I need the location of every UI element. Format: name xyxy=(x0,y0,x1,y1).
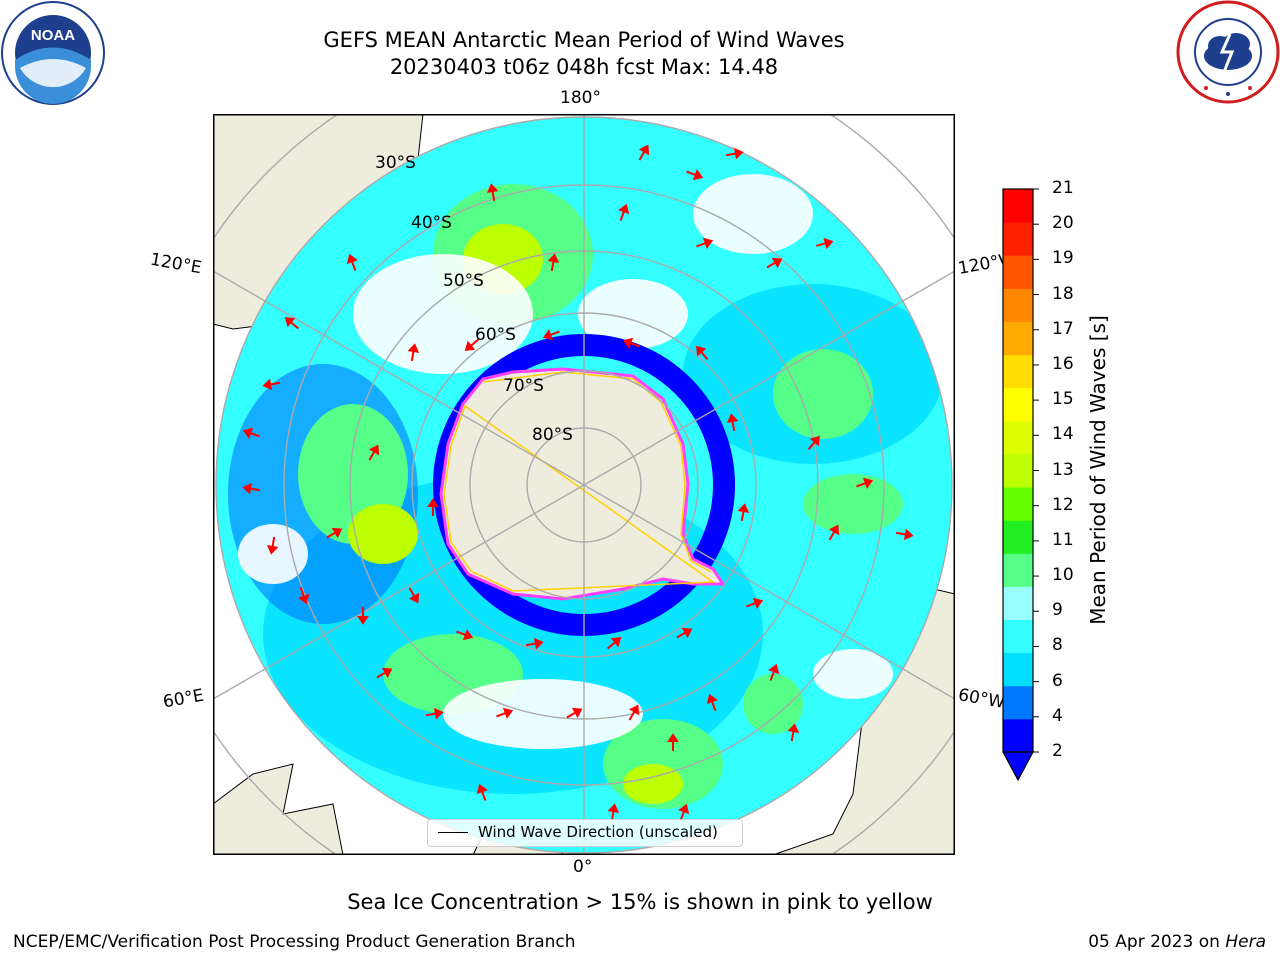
colorbar-tick-label: 14 xyxy=(1052,424,1074,445)
colorbar-tick-label: 11 xyxy=(1052,529,1074,550)
polar-map: 30°S 40°S 50°S 60°S 70°S 80°S xyxy=(213,114,955,855)
colorbar-tick-label: 18 xyxy=(1052,283,1074,304)
wind-wave-arrows xyxy=(242,144,914,822)
lon-label-60e: 60°E xyxy=(161,685,206,713)
noaa-logo-text: NOAA xyxy=(31,27,75,44)
colorbar-band xyxy=(1003,189,1033,223)
colorbar-band xyxy=(1003,453,1033,488)
date-stamp: 05 Apr 2023 on Hera xyxy=(1088,932,1266,952)
colorbar-tick-label: 12 xyxy=(1052,494,1074,515)
sea-ice-edge xyxy=(443,371,716,592)
date-text: 05 Apr 2023 on xyxy=(1088,932,1220,952)
colorbar-band xyxy=(1003,619,1033,654)
colorbar-band xyxy=(1003,586,1033,621)
colorbar-bands xyxy=(1003,189,1033,753)
colorbar-tick-label: 20 xyxy=(1052,213,1074,234)
chart-subtitle: 20230403 t06z 048h fcst Max: 14.48 xyxy=(389,55,779,79)
machine-name: Hera xyxy=(1225,932,1266,952)
lat-label-60s: 60°S xyxy=(475,325,516,345)
noaa-logo: NOAA xyxy=(1,1,105,105)
colorbar-tick-marks xyxy=(1033,188,1039,753)
lat-label-40s: 40°S xyxy=(411,213,452,233)
colorbar-tick-label: 17 xyxy=(1052,318,1074,339)
lon-label-180: 180° xyxy=(560,88,601,108)
colorbar-band xyxy=(1003,685,1033,720)
colorbar-tick-label: 21 xyxy=(1052,178,1074,198)
colorbar-tick-label: 10 xyxy=(1052,565,1074,586)
credit-line: NCEP/EMC/Verification Post Processing Pr… xyxy=(13,932,576,952)
lat-labels: 30°S 40°S 50°S 60°S 70°S 80°S xyxy=(375,153,573,445)
colorbar-band xyxy=(1003,487,1033,521)
colorbar-band xyxy=(1003,553,1033,587)
graticule xyxy=(213,114,955,855)
colorbar-tick-label: 2 xyxy=(1052,741,1063,761)
colorbar-tick-label: 8 xyxy=(1052,635,1063,656)
lat-label-80s: 80°S xyxy=(532,425,573,445)
chart-title: GEFS MEAN Antarctic Mean Period of Wind … xyxy=(323,28,845,52)
lon-label-120e: 120°E xyxy=(148,249,204,279)
legend-line-sample xyxy=(438,832,468,833)
map-border xyxy=(213,114,955,855)
colorbar-extend-arrow xyxy=(1001,751,1035,782)
map-legend: Wind Wave Direction (unscaled) xyxy=(427,819,743,847)
legend-label: Wind Wave Direction (unscaled) xyxy=(478,823,718,841)
lon-label-60w: 60°W xyxy=(956,685,1007,713)
colorbar-band xyxy=(1003,420,1033,455)
colorbar-tick-label: 9 xyxy=(1052,600,1063,621)
lat-label-30s: 30°S xyxy=(375,153,416,173)
colorbar-band xyxy=(1003,387,1033,422)
colorbar-band xyxy=(1003,354,1033,389)
colorbar-band xyxy=(1003,321,1033,356)
colorbar xyxy=(1001,188,1039,782)
colorbar-band xyxy=(1003,718,1033,753)
colorbar-band xyxy=(1003,288,1033,322)
colorbar-tick-label: 13 xyxy=(1052,459,1074,480)
colorbar-label: Mean Period of Wind Waves [s] xyxy=(1086,315,1110,625)
colorbar-band xyxy=(1003,255,1033,289)
lat-label-70s: 70°S xyxy=(503,376,544,396)
colorbar-band xyxy=(1003,520,1033,554)
sea-ice-note: Sea Ice Concentration > 15% is shown in … xyxy=(347,890,933,914)
lon-label-0: 0° xyxy=(573,857,593,877)
colorbar-tick-label: 15 xyxy=(1052,389,1074,410)
colorbar-tick-label: 19 xyxy=(1052,248,1074,269)
colorbar-tick-label: 16 xyxy=(1052,353,1074,374)
colorbar-tick-label: 4 xyxy=(1052,705,1063,726)
nws-logo xyxy=(1176,0,1280,104)
colorbar-tick-label: 6 xyxy=(1052,670,1063,691)
lat-label-50s: 50°S xyxy=(443,271,484,291)
colorbar-band xyxy=(1003,222,1033,256)
colorbar-band xyxy=(1003,652,1033,687)
